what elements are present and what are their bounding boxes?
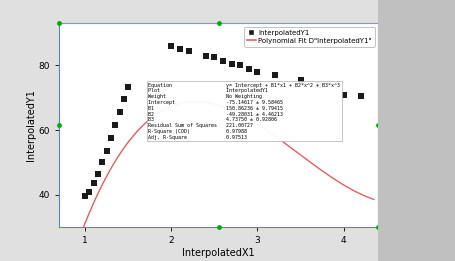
Point: [340, 92, 347, 97]
Point: [202, 54, 209, 58]
Point: [81, 194, 89, 198]
Y-axis label: InterpolatedY1: InterpolatedY1: [26, 89, 36, 161]
Point: [167, 44, 175, 48]
Point: [254, 70, 261, 74]
Point: [99, 160, 106, 164]
Point: [219, 58, 227, 63]
Point: [111, 123, 119, 127]
Point: [314, 83, 322, 87]
Point: [116, 110, 123, 114]
Point: [90, 181, 97, 186]
Point: [103, 149, 110, 153]
Point: [94, 172, 101, 176]
Point: [211, 55, 218, 60]
Point: [107, 136, 115, 140]
Point: [271, 73, 278, 77]
X-axis label: InterpolatedX1: InterpolatedX1: [182, 248, 255, 258]
Text: Equation                  y= Intercept + B1*x1 + B2*x^2 + B3*x^3
Plot           : Equation y= Intercept + B1*x1 + B2*x^2 +…: [148, 82, 340, 140]
Point: [237, 63, 244, 68]
Point: [120, 97, 127, 102]
Point: [297, 78, 304, 82]
Point: [228, 62, 235, 66]
Point: [357, 94, 364, 98]
Point: [125, 84, 132, 88]
Point: [176, 47, 183, 51]
Point: [185, 49, 192, 53]
Legend: InterpolatedY1, Polynomial Fit D"InterpolatedY1": InterpolatedY1, Polynomial Fit D"Interpo…: [244, 27, 375, 47]
Point: [245, 67, 253, 71]
Point: [86, 189, 93, 194]
